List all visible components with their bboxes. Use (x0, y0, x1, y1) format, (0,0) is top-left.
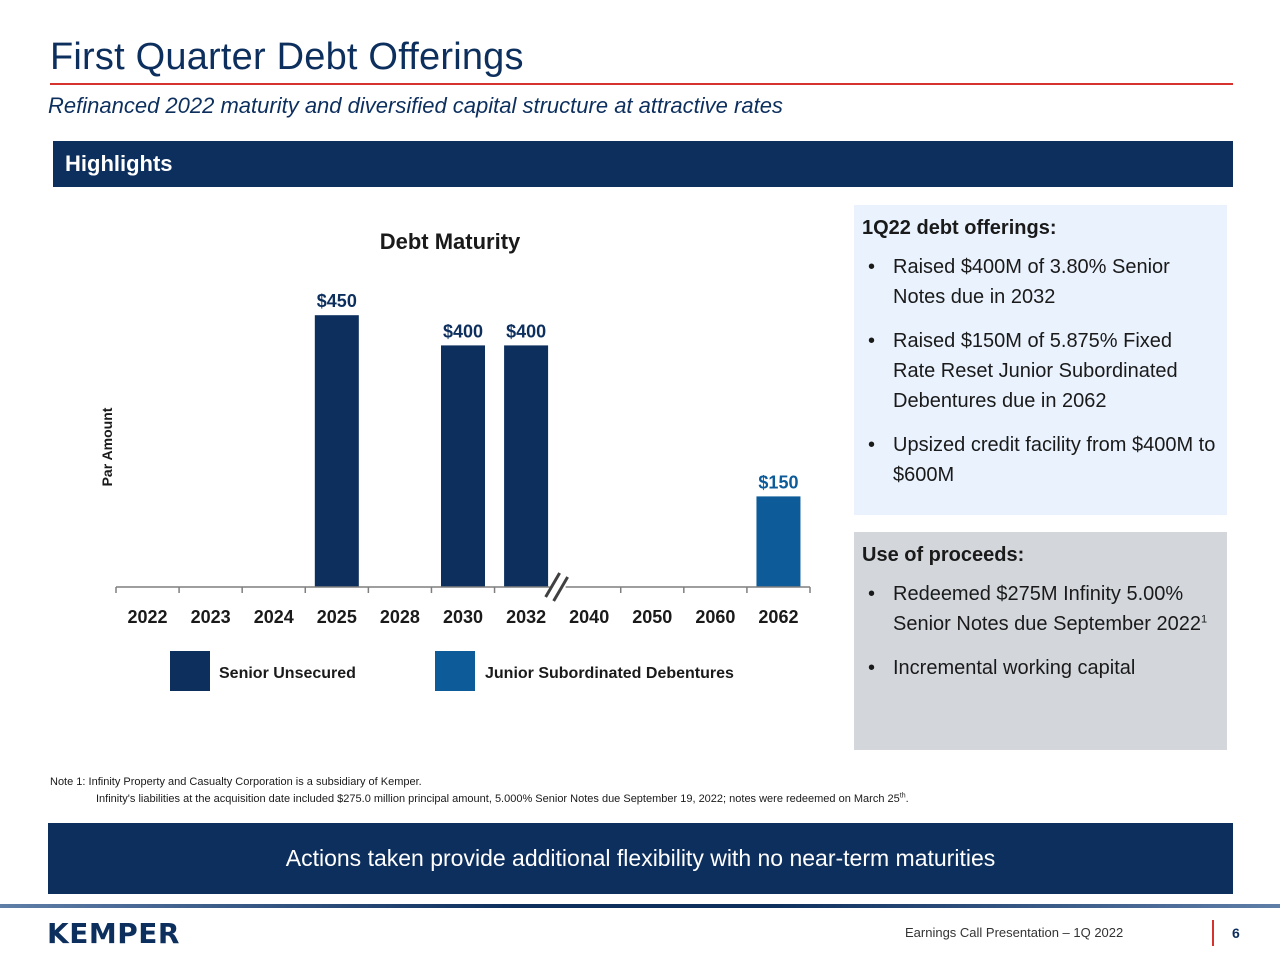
chart-title: Debt Maturity (380, 229, 521, 254)
highlights-header: Highlights (53, 141, 1233, 187)
legend-swatch (435, 651, 475, 691)
offering-bullet: • Raised $400M of 3.80% Senior Notes due… (862, 252, 1219, 312)
bar (756, 496, 801, 587)
footer-rule (0, 904, 1280, 908)
bullet-dot: • (868, 330, 876, 352)
data-label: $400 (443, 321, 483, 341)
chart-legend: Senior Unsecured Junior Subordinated Debe… (170, 651, 734, 691)
page-subtitle: Refinanced 2022 maturity and diversified… (48, 93, 783, 118)
bullet-dot: • (868, 256, 876, 278)
x-tick-label: 2023 (191, 607, 231, 627)
x-tick-label: 2025 (317, 607, 357, 627)
legend-label: Junior Subordinated Debentures (485, 665, 734, 682)
proceeds-bullet: • Incremental working capital (862, 653, 1219, 683)
offerings-panel: 1Q22 debt offerings: • Raised $400M of 3… (854, 205, 1227, 515)
proceeds-heading: Use of proceeds: (862, 544, 1025, 566)
bullet-dot: • (868, 583, 876, 605)
x-tick-label: 2040 (569, 607, 609, 627)
axis-break-stroke (544, 572, 561, 598)
x-tick-label: 2062 (758, 607, 798, 627)
footnote-sup: th (899, 792, 906, 800)
page-number: 6 (1232, 925, 1240, 941)
proceeds-panel: Use of proceeds: • Redeemed $275M Infini… (854, 532, 1227, 750)
footnote-line-2-text: Infinity's liabilities at the acquisitio… (96, 793, 900, 805)
debt-maturity-chart: Debt Maturity Par Amount 2022 2023 2024 202… (99, 229, 811, 691)
proceeds-text: Redeemed $275M Infinity 5.00% Senior Not… (893, 583, 1201, 635)
summary-banner: Actions taken provide additional flexibi… (48, 823, 1233, 894)
offering-text: Upsized credit facility from $400M to $6… (893, 434, 1216, 486)
data-label: $150 (758, 472, 798, 492)
data-label: $450 (317, 291, 357, 311)
axis-break-mark (544, 572, 569, 602)
offering-text: Raised $400M of 3.80% Senior Notes due i… (893, 256, 1170, 308)
bar (441, 345, 485, 587)
page-title: First Quarter Debt Offerings (50, 36, 524, 78)
offering-bullet: • Raised $150M of 5.875% Fixed Rate Rese… (862, 326, 1219, 416)
x-tick-label: 2030 (443, 607, 483, 627)
footnote-period: . (905, 793, 909, 805)
kemper-logo: KEMPER (47, 917, 180, 950)
x-tick-label: 2050 (632, 607, 672, 627)
bullet-dot: • (868, 434, 876, 456)
proceeds-text: Incremental working capital (893, 657, 1136, 679)
x-tick-label: 2022 (128, 607, 168, 627)
footnote: Note 1: Infinity Property and Casualty C… (50, 774, 909, 808)
footer-caption: Earnings Call Presentation – 1Q 2022 (905, 925, 1124, 940)
footnote-line-1: Note 1: Infinity Property and Casualty C… (50, 776, 422, 788)
footer-divider (1212, 920, 1214, 946)
data-labels: $450 $400 $400 $150 (317, 291, 799, 492)
bars-layer (314, 315, 801, 587)
offering-text: Raised $150M of 5.875% Fixed Rate Reset … (893, 330, 1178, 412)
legend-swatch (170, 651, 210, 691)
bar (314, 315, 359, 587)
proceeds-bullet: • Redeemed $275M Infinity 5.00% Senior N… (862, 579, 1219, 639)
offering-bullet: • Upsized credit facility from $400M to … (862, 430, 1219, 490)
legend-label: Senior Unsecured (219, 665, 356, 682)
data-label: $400 (506, 321, 546, 341)
y-axis-label: Par Amount (99, 407, 115, 486)
x-tick-label: 2060 (695, 607, 735, 627)
x-tick-label: 2032 (506, 607, 546, 627)
title-divider (50, 83, 1233, 85)
footnote-ref: 1 (1200, 613, 1208, 626)
x-tick-label: 2028 (380, 607, 420, 627)
bar (504, 345, 549, 587)
offerings-heading: 1Q22 debt offerings: (862, 217, 1057, 239)
footnote-line-2: Infinity's liabilities at the acquisitio… (50, 791, 909, 808)
axis-break-stroke (552, 576, 569, 602)
x-tick-label: 2024 (254, 607, 294, 627)
bullet-dot: • (868, 657, 876, 679)
x-axis: 2022 2023 2024 2025 2028 2030 2032 2040 2050 2060… (115, 572, 811, 627)
